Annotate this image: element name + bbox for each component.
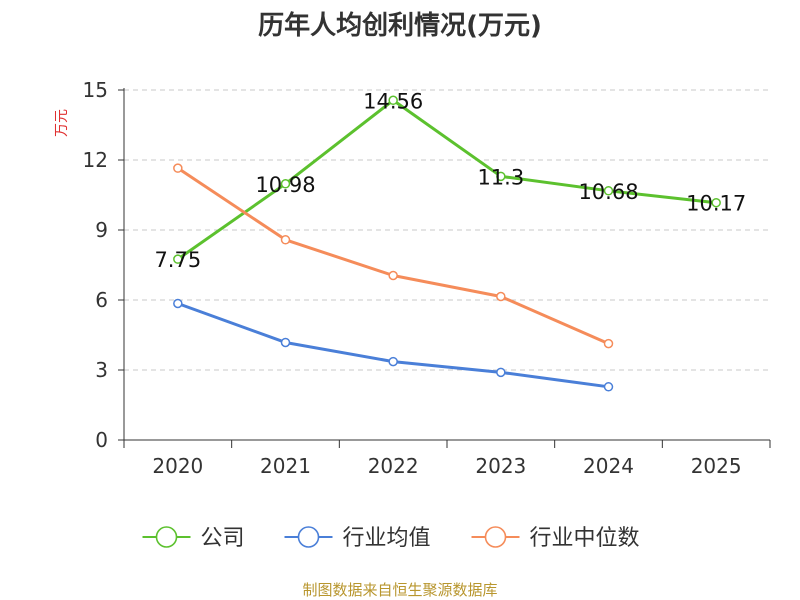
- x-tick-label: 2020: [152, 454, 203, 478]
- series-line-0: [176, 98, 718, 261]
- legend-swatch-marker: [484, 526, 507, 548]
- data-point[interactable]: [388, 356, 398, 367]
- x-tick-label: 2021: [260, 454, 311, 478]
- data-point[interactable]: [280, 179, 291, 189]
- data-point[interactable]: [280, 337, 291, 348]
- data-point[interactable]: [280, 235, 291, 245]
- y-tick-label: 3: [95, 358, 108, 382]
- y-tick-label: 9: [95, 218, 108, 242]
- data-label: 11.3: [477, 165, 524, 189]
- legend-swatch-marker: [155, 526, 178, 548]
- data-point[interactable]: [388, 95, 398, 106]
- data-point[interactable]: [173, 254, 183, 264]
- data-point[interactable]: [388, 270, 398, 281]
- legend-item-2[interactable]: 行业中位数: [471, 526, 640, 551]
- data-point[interactable]: [173, 298, 183, 309]
- data-point[interactable]: [496, 291, 506, 302]
- axes: 0 3 6 9 12 15 2020 2021 2022 2023 2024 2025: [83, 78, 771, 478]
- data-label: 10.68: [578, 180, 638, 204]
- x-tick-label: 2023: [475, 454, 526, 478]
- legend-swatch-marker: [297, 526, 320, 548]
- data-label: 10.98: [255, 173, 315, 197]
- data-label: 14.56: [363, 89, 423, 113]
- y-axis-label: 万元: [54, 109, 70, 137]
- x-tick-label: 2022: [368, 454, 419, 478]
- series-lines: [173, 95, 721, 392]
- series-line-2: [176, 166, 610, 346]
- legend-item-1[interactable]: 行业均值: [284, 526, 431, 551]
- data-label: 10.17: [686, 192, 746, 216]
- y-tick-label: 15: [83, 78, 108, 102]
- chart-title: 历年人均创利情况(万元): [258, 10, 542, 41]
- data-point[interactable]: [496, 171, 506, 182]
- legend[interactable]: 公司 行业均值 行业中位数: [142, 526, 640, 551]
- data-point[interactable]: [603, 382, 614, 392]
- y-tick-label: 0: [95, 428, 108, 452]
- data-labels: 7.75 10.98 14.56 11.3 10.68 10.17: [154, 89, 746, 272]
- x-tick-label: 2024: [583, 454, 634, 478]
- data-point[interactable]: [173, 163, 183, 173]
- x-tick-label: 2025: [691, 454, 742, 478]
- legend-label: 行业均值: [343, 526, 431, 551]
- data-point[interactable]: [496, 367, 506, 378]
- data-point[interactable]: [603, 338, 614, 349]
- legend-label: 行业中位数: [530, 526, 640, 551]
- data-point[interactable]: [603, 186, 614, 196]
- y-tick-label: 12: [83, 148, 108, 172]
- legend-item-0[interactable]: 公司: [142, 526, 245, 551]
- data-label: 7.75: [154, 248, 201, 272]
- y-tick-label: 6: [95, 288, 108, 312]
- data-point[interactable]: [711, 197, 721, 208]
- source-note: 制图数据来自恒生聚源数据库: [302, 581, 497, 599]
- legend-label: 公司: [201, 526, 245, 551]
